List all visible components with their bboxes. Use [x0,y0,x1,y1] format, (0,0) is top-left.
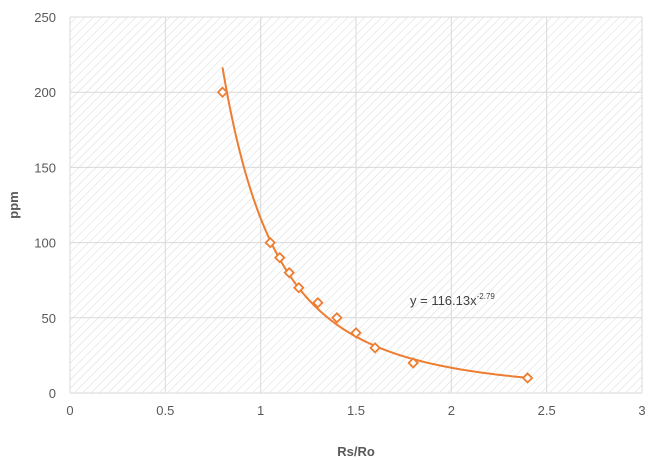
x-tick-label: 0.5 [156,403,174,418]
x-tick-label: 2.5 [538,403,556,418]
data-point-marker [264,236,276,249]
y-tick-label: 100 [34,236,56,251]
data-markers [216,86,534,384]
x-tick-label: 2 [448,403,455,418]
data-point-marker [407,357,419,369]
x-tick-label: 1.5 [347,403,365,418]
y-tick-label: 200 [34,85,56,100]
y-tick-label: 250 [34,10,56,25]
data-point-marker [350,327,362,339]
data-point-marker [273,251,286,264]
equation-exponent: -2.79 [477,292,496,301]
data-point-marker [293,281,305,294]
x-tick-label: 1 [257,403,264,418]
y-axis-title: ppm [6,191,21,218]
x-tick-label: 3 [638,403,645,418]
data-point-marker [521,372,534,384]
x-tick-label: 0 [66,403,73,418]
gridlines [69,16,643,394]
y-tick-label: 150 [34,160,56,175]
data-point-marker [312,296,324,309]
y-tick-label: 0 [49,386,56,401]
data-point-marker [369,342,381,354]
y-tick-label: 50 [42,311,56,326]
x-axis-title: Rs/Ro [337,444,375,459]
data-point-marker [216,86,229,98]
trendline-equation: y = 116.13x-2.79 [410,292,495,308]
data-point-marker [331,312,343,324]
equation-base: y = 116.13x [410,293,477,308]
y-axis-tick-labels: 0 50 100 150 200 250 [34,10,56,401]
x-axis-tick-labels: 0 0.5 1 1.5 2 2.5 3 [66,403,645,418]
data-point-marker [283,266,296,279]
